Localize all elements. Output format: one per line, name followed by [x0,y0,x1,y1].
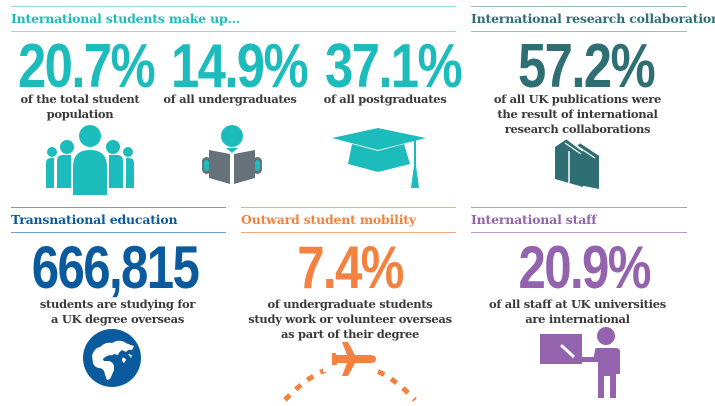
stat-desc-total: of the total student population [20,92,140,121]
globe-icon [82,328,142,388]
mobility-title: Outward student mobility [241,212,416,227]
graduation-cap-icon [330,128,430,188]
stat-value-postgrad: 37.1% [325,32,463,101]
teacher-board-icon [540,326,630,398]
research-header: International research collaborations [471,6,715,32]
staff-value: 20.9% [518,234,652,301]
staff-header: International staff [471,207,687,233]
research-desc: of all UK publications were the result o… [493,92,662,136]
books-icon [553,137,603,189]
students-header: International students make up... [11,6,456,32]
transnational-header: Transnational education [11,207,226,233]
research-value: 57.2% [518,32,656,101]
transnational-desc: students are studying for a UK degree ov… [39,297,196,326]
mobility-desc: of undergraduate students study work or … [248,297,452,341]
stat-desc-undergrad: of all undergraduates [163,92,297,106]
transnational-value: 666,815 [31,234,200,301]
people-group-icon [45,125,135,195]
transnational-title: Transnational education [11,212,178,227]
student-reading-icon [200,124,264,188]
research-title: International research collaborations [471,11,715,26]
stat-desc-postgrad: of all postgraduates [323,92,447,106]
staff-desc: of all staff at UK universities are inte… [489,297,666,326]
staff-title: International staff [471,212,597,227]
airplane-icon [275,340,425,406]
students-title: International students make up... [11,11,241,26]
stat-value-undergrad: 14.9% [171,32,309,101]
stat-value-total: 20.7% [18,32,156,101]
mobility-header: Outward student mobility [241,207,456,233]
mobility-value: 7.4% [297,234,404,301]
